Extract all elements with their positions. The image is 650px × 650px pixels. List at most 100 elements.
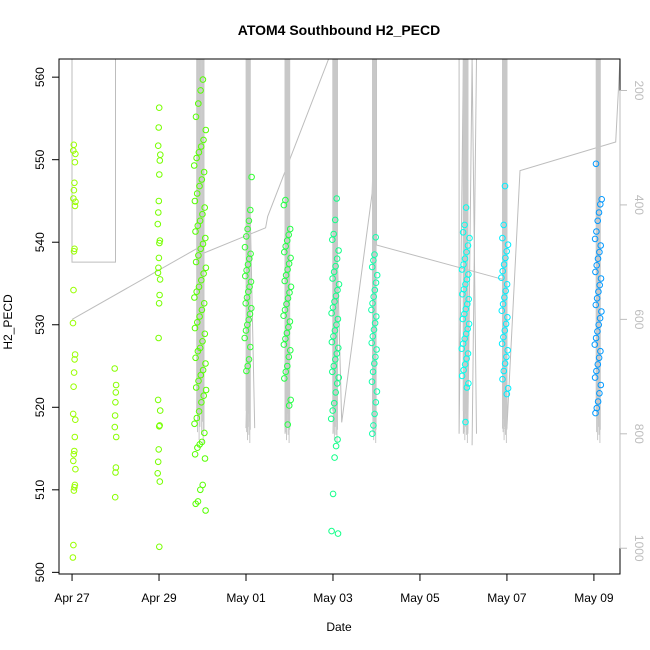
data-point — [373, 388, 381, 395]
data-point — [334, 315, 342, 323]
data-point — [593, 262, 601, 269]
data-point — [466, 234, 473, 242]
y2-tick-label: 1000 — [632, 535, 646, 562]
data-point — [458, 372, 466, 380]
data-point — [200, 136, 207, 144]
data-point — [154, 142, 162, 149]
data-point — [283, 300, 290, 308]
data-point — [330, 399, 338, 407]
secondary-series-line-4 — [332, 59, 377, 434]
secondary-series-line-0 — [71, 59, 116, 263]
data-point — [243, 233, 250, 240]
data-point — [156, 543, 163, 551]
data-point — [373, 271, 381, 279]
data-point — [502, 320, 510, 328]
data-point — [459, 229, 467, 236]
data-point — [248, 304, 255, 312]
data-point — [597, 242, 605, 249]
data-point — [71, 447, 78, 455]
data-point — [596, 281, 604, 289]
data-point — [198, 399, 205, 406]
data-point — [465, 271, 472, 278]
data-point — [504, 385, 512, 392]
data-point — [241, 334, 248, 342]
data-point — [200, 300, 208, 307]
data-point — [155, 124, 162, 131]
data-point — [372, 279, 380, 287]
data-point — [330, 333, 337, 340]
data-point — [500, 221, 508, 229]
data-point — [112, 381, 120, 389]
data-point — [195, 408, 203, 415]
chart-title: ATOM4 Southbound H2_PECD — [238, 22, 440, 38]
data-point — [371, 410, 378, 418]
data-point — [332, 389, 340, 396]
data-point — [332, 356, 339, 363]
data-point — [593, 295, 601, 302]
data-point — [245, 356, 253, 363]
data-point — [71, 179, 78, 187]
data-point — [197, 143, 205, 150]
data-point — [498, 274, 505, 282]
data-point — [285, 260, 293, 268]
y2-tick-label: 400 — [632, 195, 646, 215]
data-point — [194, 498, 202, 505]
data-point — [200, 168, 208, 176]
data-point — [191, 324, 199, 332]
data-point — [156, 422, 163, 429]
data-point — [500, 333, 507, 341]
data-point — [592, 160, 600, 168]
data-point — [201, 429, 208, 437]
x-axis-label: Date — [326, 620, 352, 634]
y-tick-label: 550 — [33, 149, 47, 169]
data-point — [202, 264, 210, 272]
data-point — [281, 306, 289, 314]
data-point — [281, 375, 288, 382]
data-point — [245, 217, 253, 225]
data-point — [198, 306, 206, 314]
data-point — [111, 412, 119, 419]
data-point — [195, 100, 202, 107]
data-point — [282, 335, 289, 343]
data-point — [595, 288, 602, 296]
data-point — [593, 228, 600, 235]
data-point — [70, 248, 78, 255]
y2-tick-label: 800 — [632, 424, 646, 444]
data-point — [192, 354, 199, 362]
y-tick-label: 560 — [33, 67, 47, 87]
data-point — [285, 353, 293, 361]
data-point — [72, 198, 79, 206]
data-point — [202, 126, 210, 134]
data-point — [499, 375, 506, 383]
data-point — [503, 281, 511, 288]
data-point — [462, 204, 470, 211]
data-point — [594, 398, 602, 405]
data-point — [332, 262, 339, 270]
data-point — [156, 478, 164, 485]
data-point — [200, 270, 207, 277]
data-point — [194, 319, 201, 326]
data-point — [191, 294, 198, 301]
y-axis: 500 510 520 530 540 550 560 — [33, 67, 60, 582]
data-point — [465, 295, 473, 303]
data-point — [282, 196, 289, 204]
data-point — [155, 264, 162, 272]
y2-tick-label: 600 — [632, 309, 646, 329]
data-point — [71, 351, 79, 358]
data-point — [112, 464, 120, 471]
data-point — [199, 338, 206, 345]
data-point — [328, 338, 336, 346]
data-point — [368, 306, 375, 314]
data-point — [202, 360, 209, 367]
data-point — [192, 113, 200, 121]
secondary-series-line-5 — [376, 244, 508, 280]
data-point — [332, 292, 340, 300]
data-point — [155, 254, 163, 262]
data-point — [370, 293, 378, 301]
data-point — [333, 380, 341, 387]
data-point — [498, 340, 506, 348]
data-point — [334, 436, 341, 443]
data-point — [334, 286, 341, 294]
data-point — [247, 278, 255, 286]
